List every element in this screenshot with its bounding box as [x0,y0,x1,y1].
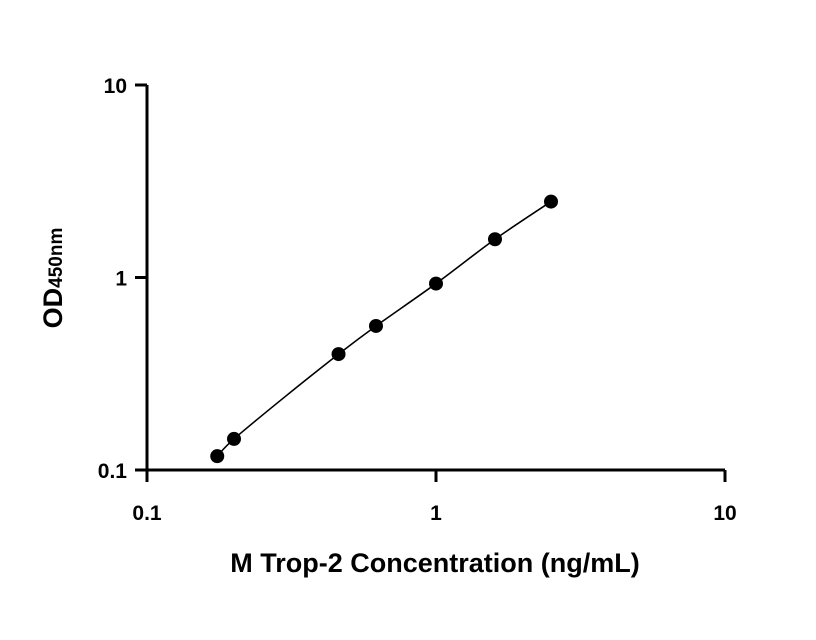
x-tick-label-1: 1 [430,502,442,525]
y-tick-label-1: 1 [115,268,127,291]
y-axis-title: OD450nm [38,228,68,329]
y-tick-label-0: 0.1 [98,460,128,483]
data-point-0-2 [331,347,346,362]
x-axis-title: M Trop-2 Concentration (ng/mL) [230,548,639,578]
data-point-0-0 [210,449,225,464]
y-tick-label-2: 10 [104,75,127,98]
x-tick-label-0: 0.1 [132,502,162,525]
data-point-0-1 [226,431,241,446]
data-point-0-5 [487,232,502,247]
x-tick-label-2: 10 [713,502,736,525]
ticks [135,83,727,482]
data-point-0-3 [369,318,384,333]
y-axis-title-main: OD [38,288,68,329]
data-point-0-4 [429,276,443,291]
data-point-0-6 [544,194,559,209]
y-axis-title-subscript: 450nm [46,228,67,288]
tick-labels: 0.1 1 10 0.1 1 10 [98,75,737,525]
data-points [210,194,559,464]
